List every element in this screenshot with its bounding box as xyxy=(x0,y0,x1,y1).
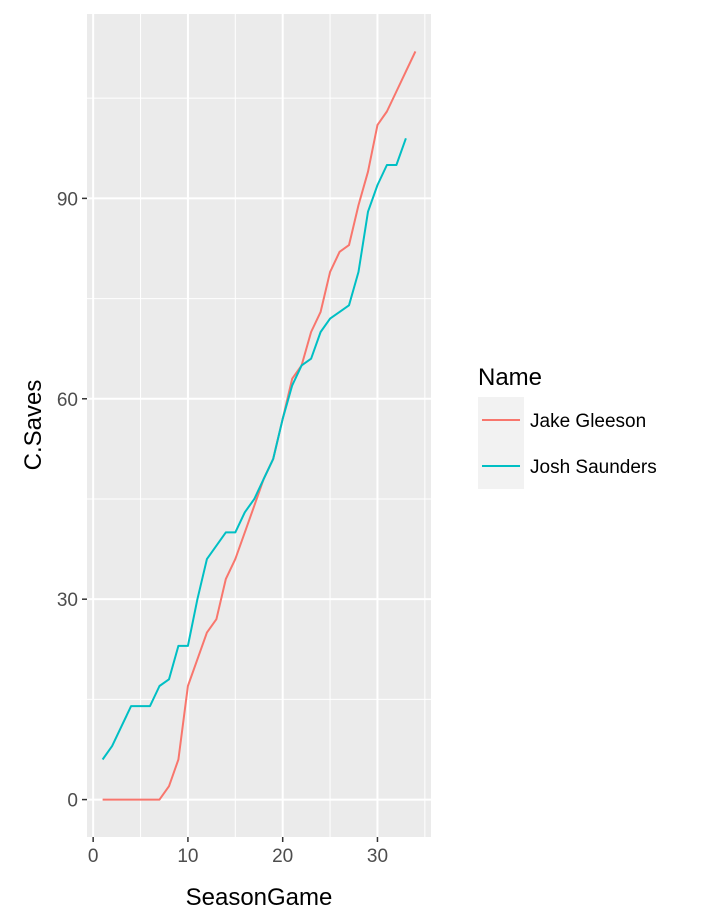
panel-background xyxy=(87,14,431,837)
legend-items: Jake Gleeson Josh Saunders xyxy=(478,397,657,489)
y-axis-ticks: 0 30 60 90 xyxy=(57,189,87,812)
legend-label: Josh Saunders xyxy=(530,457,657,478)
x-tick-label: 30 xyxy=(367,846,388,867)
x-axis-ticks: 0 10 20 30 xyxy=(88,837,388,867)
legend-title: Name xyxy=(478,364,542,391)
y-tick-label: 30 xyxy=(57,590,78,611)
y-tick-label: 0 xyxy=(67,791,78,812)
major-gridlines xyxy=(87,14,431,837)
x-axis-title: SeasonGame xyxy=(186,884,333,911)
legend-label: Jake Gleeson xyxy=(530,411,646,432)
minor-gridlines xyxy=(87,14,431,837)
y-tick-label: 90 xyxy=(57,189,78,210)
legend: Name Jake Gleeson Josh Saunders xyxy=(478,364,657,489)
series-line-josh-saunders xyxy=(101,137,407,761)
x-tick-label: 0 xyxy=(88,846,99,867)
x-tick-label: 10 xyxy=(177,846,198,867)
series-line-jake-gleeson xyxy=(102,50,417,801)
x-tick-label: 20 xyxy=(272,846,293,867)
series-lines xyxy=(101,50,417,801)
y-axis-title: C.Saves xyxy=(20,380,47,471)
y-tick-label: 60 xyxy=(57,390,78,411)
